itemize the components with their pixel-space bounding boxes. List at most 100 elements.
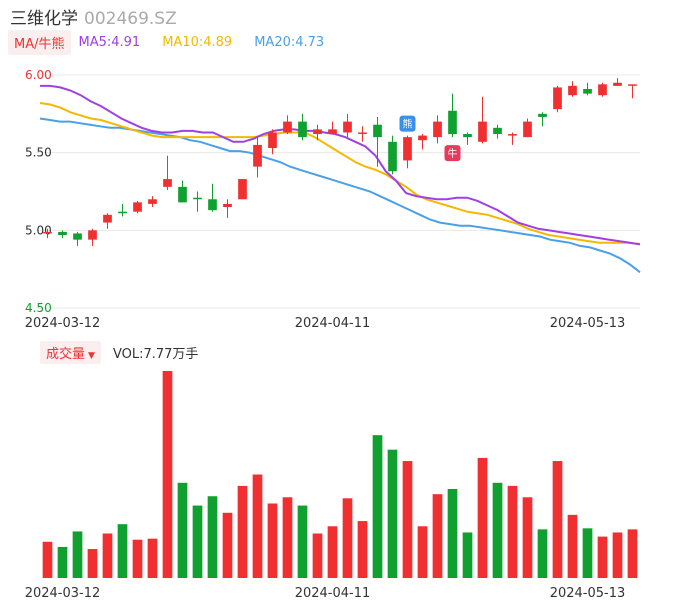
volume-bar bbox=[147, 538, 158, 578]
volume-bar bbox=[327, 526, 338, 578]
ma10-label: MA10:4.89 bbox=[162, 34, 233, 50]
volume-bar bbox=[207, 496, 218, 578]
signal-marker-badge bbox=[444, 145, 461, 162]
volume-bar bbox=[582, 528, 593, 578]
volume-bar bbox=[477, 457, 488, 578]
candle-body bbox=[58, 231, 67, 235]
volume-bar bbox=[87, 549, 98, 578]
volume-bar bbox=[177, 482, 188, 578]
x-tick-label: 2024-04-11 bbox=[295, 316, 371, 330]
x-tick-label: 2024-05-13 bbox=[550, 316, 626, 330]
volume-bar bbox=[117, 524, 128, 578]
candle-body bbox=[358, 132, 367, 134]
volume-selector-label: 成交量 bbox=[46, 346, 86, 362]
candle-body bbox=[163, 179, 172, 187]
ma20-label: MA20:4.73 bbox=[254, 34, 325, 50]
candle-body bbox=[523, 121, 532, 138]
volume-bar bbox=[537, 529, 548, 578]
volume-selector-button[interactable]: 成交量 ▼ bbox=[40, 340, 101, 364]
candle-body bbox=[373, 124, 382, 138]
volume-bar bbox=[597, 536, 608, 578]
signal-marker-badge bbox=[399, 115, 416, 132]
volume-bar bbox=[57, 546, 68, 578]
volume-bar bbox=[447, 488, 458, 578]
volume-bar bbox=[222, 512, 233, 578]
volume-bar bbox=[552, 461, 563, 578]
candle-body bbox=[268, 132, 277, 149]
volume-bar bbox=[432, 494, 443, 578]
volume-x-tick-label: 2024-04-11 bbox=[295, 586, 371, 601]
stock-header: 三维化学 002469.SZ bbox=[10, 4, 177, 29]
volume-bar bbox=[237, 485, 248, 578]
volume-bar bbox=[507, 485, 518, 578]
candle-body bbox=[598, 84, 607, 96]
signal-marker-label: 牛 bbox=[448, 147, 458, 160]
candle-body bbox=[463, 134, 472, 138]
y-tick-label: 5.50 bbox=[25, 146, 52, 160]
candle-body bbox=[553, 87, 562, 110]
signal-marker-label: 熊 bbox=[403, 118, 413, 131]
volume-bar bbox=[42, 541, 53, 578]
volume-bar bbox=[372, 435, 383, 578]
volume-bar bbox=[402, 461, 413, 578]
candle-body bbox=[133, 202, 142, 212]
volume-bar bbox=[522, 497, 533, 578]
candle-body bbox=[613, 82, 622, 86]
volume-bar bbox=[192, 505, 203, 578]
candle-body bbox=[253, 144, 262, 167]
candle-body bbox=[628, 84, 637, 86]
candle-body bbox=[73, 233, 82, 240]
volume-bar bbox=[297, 505, 308, 578]
volume-bar bbox=[357, 521, 368, 578]
candle-body bbox=[208, 199, 217, 211]
ma5-line bbox=[40, 84, 641, 246]
candle-body bbox=[328, 129, 337, 135]
candle-body bbox=[88, 230, 97, 240]
volume-x-tick-label: 2024-03-12 bbox=[25, 586, 101, 601]
volume-bar bbox=[387, 449, 398, 578]
volume-bar bbox=[102, 533, 113, 578]
volume-bar bbox=[252, 474, 263, 578]
chevron-down-icon: ▼ bbox=[88, 350, 95, 361]
candle-body bbox=[313, 129, 322, 135]
volume-bar bbox=[627, 529, 638, 578]
volume-bar bbox=[267, 503, 278, 578]
volume-bar bbox=[462, 532, 473, 578]
candle-body bbox=[388, 141, 397, 172]
volume-bar bbox=[567, 514, 578, 578]
y-tick-label: 6.00 bbox=[25, 68, 52, 82]
candle-body bbox=[403, 137, 412, 161]
volume-legend: 成交量 ▼ VOL:7.77万手 bbox=[40, 340, 199, 364]
candle-body bbox=[448, 110, 457, 135]
ma-legend: MA/牛熊 MA5:4.91 MA10:4.89 MA20:4.73 bbox=[8, 29, 346, 55]
stock-code: 002469.SZ bbox=[84, 9, 177, 29]
volume-bar bbox=[312, 533, 323, 578]
volume-value: VOL:7.77万手 bbox=[112, 346, 199, 362]
volume-chart: 2024-03-12 2024-04-11 2024-05-13 bbox=[25, 371, 638, 601]
volume-bar bbox=[612, 532, 623, 578]
volume-bar bbox=[492, 482, 503, 578]
ma20-line bbox=[39, 117, 641, 274]
candle-body bbox=[298, 121, 307, 138]
x-tick-label: 2024-03-12 bbox=[25, 316, 101, 330]
candle-body bbox=[493, 127, 502, 135]
candle-body bbox=[148, 199, 157, 204]
ma-mode-button[interactable]: MA/牛熊 bbox=[8, 29, 71, 55]
volume-bar bbox=[342, 498, 353, 578]
candle-body bbox=[43, 231, 52, 234]
candle-body bbox=[343, 121, 352, 133]
y-tick-label: 5.00 bbox=[25, 223, 52, 237]
candle-body bbox=[178, 186, 187, 203]
ma10-line bbox=[39, 102, 641, 246]
candle-body bbox=[478, 121, 487, 142]
volume-bar bbox=[132, 539, 143, 578]
candle-body bbox=[508, 134, 517, 136]
y-tick-label: 4.50 bbox=[25, 301, 52, 315]
candle-body bbox=[418, 135, 427, 141]
candle-body bbox=[103, 214, 112, 223]
candle-body bbox=[538, 113, 547, 117]
candle-body bbox=[568, 85, 577, 96]
volume-x-tick-label: 2024-05-13 bbox=[550, 586, 626, 601]
candle-body bbox=[238, 179, 247, 200]
